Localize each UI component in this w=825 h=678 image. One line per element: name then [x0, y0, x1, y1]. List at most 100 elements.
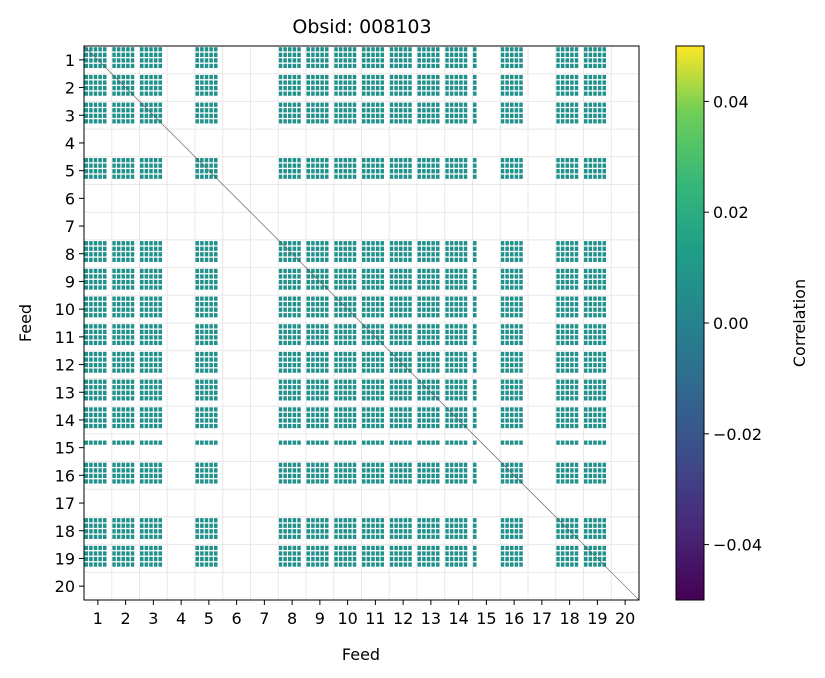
heatmap-cell-block: [570, 268, 574, 274]
heatmap-cell-block: [593, 119, 597, 124]
heatmap-cell-block: [306, 313, 311, 318]
heatmap-cell-block: [121, 307, 126, 312]
y-tick-label: 20: [55, 577, 75, 596]
heatmap-cell-block: [565, 108, 570, 113]
heatmap-cell-block: [399, 562, 403, 567]
heatmap-cell-block: [121, 302, 126, 307]
heatmap-cell-block: [593, 85, 597, 91]
heatmap-cell-block: [584, 63, 588, 69]
heatmap-cell-block: [362, 324, 366, 329]
heatmap-cell-block: [584, 252, 588, 257]
heatmap-cell-block: [602, 545, 607, 551]
heatmap-cell-block: [126, 468, 130, 473]
heatmap-cell-block: [89, 545, 93, 551]
heatmap-cell-block: [519, 551, 523, 556]
heatmap-cell-block: [325, 479, 329, 484]
heatmap-cell-block: [422, 396, 426, 401]
heatmap-cell-block: [214, 163, 218, 168]
heatmap-cell-block: [556, 296, 560, 301]
heatmap-cell-block: [362, 113, 366, 118]
heatmap-cell-block: [89, 440, 93, 445]
heatmap-cell-block: [514, 307, 519, 312]
heatmap-cell-block: [380, 285, 385, 290]
heatmap-cell-block: [445, 518, 449, 523]
heatmap-cell-block: [121, 362, 126, 368]
heatmap-cell-block: [144, 241, 149, 246]
heatmap-cell-block: [158, 523, 163, 528]
heatmap-cell-block: [362, 423, 366, 429]
heatmap-cell-block: [306, 340, 311, 346]
heatmap-cell-block: [602, 47, 607, 52]
heatmap-cell-block: [121, 368, 126, 373]
heatmap-cell-block: [403, 440, 408, 445]
heatmap-cell-block: [588, 163, 593, 168]
heatmap-cell-block: [473, 423, 477, 429]
heatmap-cell-block: [343, 52, 348, 57]
heatmap-cell-block: [375, 307, 380, 312]
heatmap-cell-block: [380, 407, 385, 412]
heatmap-cell-block: [200, 74, 204, 80]
heatmap-cell-block: [195, 158, 200, 163]
heatmap-cell-block: [394, 241, 398, 246]
heatmap-cell-block: [89, 329, 93, 334]
heatmap-cell-block: [116, 545, 121, 551]
heatmap-cell-block: [371, 174, 375, 179]
heatmap-cell-block: [315, 102, 320, 107]
heatmap-cell-block: [375, 163, 380, 168]
heatmap-cell: [500, 407, 523, 429]
heatmap-cell-block: [315, 246, 320, 251]
heatmap-cell-block: [121, 285, 126, 290]
y-tick-label: 14: [55, 411, 75, 430]
heatmap-cell-block: [403, 340, 408, 346]
heatmap-cell-block: [514, 556, 519, 562]
heatmap-cell-block: [588, 80, 593, 85]
heatmap-cell-block: [214, 296, 218, 301]
heatmap-cell-block: [584, 58, 588, 63]
heatmap-cell-block: [93, 324, 98, 329]
heatmap-cell-block: [380, 440, 385, 445]
heatmap-cell-block: [570, 551, 574, 556]
colorbar-tick-label: 0.02: [713, 203, 749, 222]
heatmap-cell-block: [200, 302, 204, 307]
heatmap-cell-block: [380, 268, 385, 274]
heatmap-cell-block: [112, 158, 116, 163]
heatmap-cell-block: [334, 529, 338, 534]
heatmap-cell-block: [116, 534, 121, 539]
heatmap-cell-block: [570, 479, 574, 484]
heatmap-cell-block: [500, 279, 505, 285]
heatmap-cell-block: [362, 329, 366, 334]
heatmap-cell: [278, 296, 301, 318]
heatmap-cell-block: [352, 108, 357, 113]
heatmap-cell-block: [158, 473, 163, 479]
heatmap-cell-block: [362, 368, 366, 373]
heatmap-cell-block: [500, 440, 505, 445]
heatmap-cell-block: [352, 351, 357, 357]
heatmap-cell-block: [510, 362, 514, 368]
heatmap-cell-block: [320, 302, 324, 307]
heatmap-cell-block: [454, 74, 459, 80]
heatmap-cell-block: [112, 462, 116, 467]
heatmap-cell-block: [130, 396, 135, 401]
heatmap-cell-block: [315, 63, 320, 69]
heatmap-cell-block: [514, 91, 519, 96]
heatmap-cell-block: [200, 91, 204, 96]
heatmap-cell-block: [84, 241, 89, 246]
heatmap-cell-block: [473, 385, 477, 390]
heatmap-cell-block: [93, 545, 98, 551]
heatmap-cell-block: [570, 324, 574, 329]
heatmap-cell-block: [560, 529, 565, 534]
heatmap-cell: [417, 379, 440, 401]
heatmap-cell-block: [153, 113, 158, 118]
heatmap-cell-block: [431, 158, 435, 163]
heatmap-cell-block: [112, 418, 116, 423]
heatmap-cell-block: [593, 562, 597, 567]
heatmap-cell-block: [505, 285, 509, 290]
heatmap-cell-block: [431, 302, 435, 307]
heatmap-cell-block: [380, 58, 385, 63]
heatmap-cell-block: [514, 296, 519, 301]
heatmap-cell-block: [588, 462, 593, 467]
heatmap-cell-block: [519, 523, 523, 528]
heatmap-cell: [112, 545, 135, 567]
heatmap-cell-block: [311, 58, 315, 63]
heatmap-cell: [278, 379, 301, 401]
